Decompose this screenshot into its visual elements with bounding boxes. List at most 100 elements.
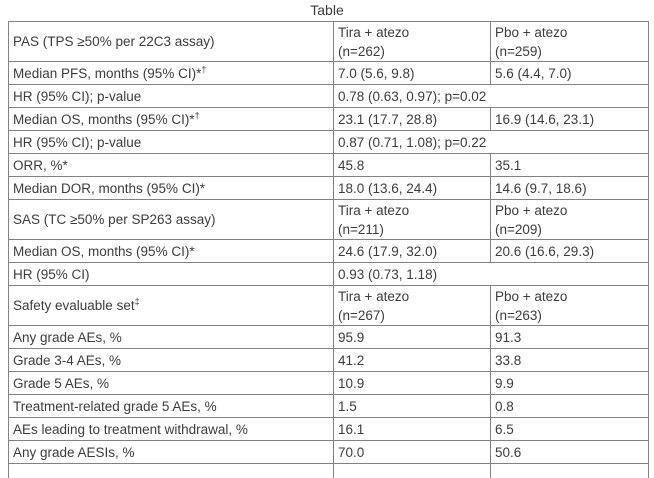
- section-label: Safety evaluable set: [13, 298, 135, 313]
- row-label-cell: [8, 463, 334, 478]
- section-header-cell: SAS (TC ≥50% per SP263 assay): [8, 199, 334, 240]
- row-label-cell: Grade 3-4 AEs, %: [8, 348, 334, 372]
- table-row: Grade 3-4 AEs, % 41.2 33.8: [8, 348, 649, 372]
- arm-name: Pbo + atezo: [495, 288, 568, 304]
- value-cell: 16.1: [333, 417, 491, 441]
- table-row: ORR, %* 45.8 35.1: [8, 153, 649, 177]
- value-cell: 16.9 (14.6, 23.1): [490, 107, 649, 131]
- section-label: PAS (TPS ≥50% per 22C3 assay): [13, 34, 215, 49]
- value-cell: 7.0 (5.6, 9.8): [333, 61, 491, 85]
- value-cell: 9.9: [490, 371, 649, 395]
- page-title: Table: [310, 2, 344, 18]
- table-row: SAS (TC ≥50% per SP263 assay) Tira + ate…: [8, 199, 649, 240]
- value-cell: 45.8: [333, 153, 491, 177]
- arm-n: (n=209): [495, 221, 542, 237]
- arm-name: Pbo + atezo: [495, 24, 568, 40]
- value-cell: 5.6 (4.4, 7.0): [490, 61, 649, 85]
- row-label-cell: Any grade AEs, %: [8, 325, 334, 349]
- row-label-cell: Grade 5 AEs, %: [8, 371, 334, 395]
- row-label-sup: †: [194, 110, 200, 120]
- arm-n: (n=262): [338, 43, 385, 59]
- value-cell-spanned: 0.78 (0.63, 0.97); p=0.02: [333, 84, 649, 108]
- row-label-cell: HR (95% CI); p-value: [8, 84, 334, 108]
- row-label-cell: Median PFS, months (95% CI)*†: [8, 61, 334, 85]
- row-label: HR (95% CI); p-value: [13, 88, 142, 104]
- arm-header-cell: Pbo + atezo (n=209): [490, 199, 649, 240]
- value-cell: 24.6 (17.9, 32.0): [333, 239, 491, 263]
- value-cell: 91.3: [490, 325, 649, 349]
- table-row: Any grade AESIs, % 70.0 50.6: [8, 440, 649, 464]
- value-cell: 20.6 (16.6, 29.3): [490, 239, 649, 263]
- row-label: Grade 5 AEs, %: [13, 375, 110, 391]
- results-table: PAS (TPS ≥50% per 22C3 assay) Tira + ate…: [8, 21, 649, 478]
- value-cell: 10.9: [333, 371, 491, 395]
- arm-header-cell: Tira + atezo (n=262): [333, 21, 491, 62]
- row-label: HR (95% CI): [13, 266, 90, 282]
- row-label: Median OS, months (95% CI)*: [13, 111, 195, 127]
- table-row: Safety evaluable set‡ Tira + atezo (n=267…: [8, 285, 649, 326]
- arm-header-cell: Pbo + atezo (n=259): [490, 21, 649, 62]
- value-cell: 14.6 (9.7, 18.6): [490, 176, 649, 200]
- value-cell: [333, 463, 491, 478]
- arm-n: (n=267): [338, 307, 385, 323]
- row-label-cell: Median DOR, months (95% CI)*: [8, 176, 334, 200]
- value-cell-spanned: 0.93 (0.73, 1.18): [333, 262, 649, 286]
- value-cell: 70.0: [333, 440, 491, 464]
- value-cell: 23.1 (17.7, 28.8): [333, 107, 491, 131]
- value-cell: 35.1: [490, 153, 649, 177]
- table-row-clipped: [8, 463, 649, 478]
- arm-name: Pbo + atezo: [495, 202, 568, 218]
- row-label: Median PFS, months (95% CI)*: [13, 65, 202, 81]
- section-header-cell: Safety evaluable set‡: [8, 285, 334, 326]
- arm-header-cell: Pbo + atezo (n=263): [490, 285, 649, 326]
- table-row: Treatment-related grade 5 AEs, % 1.5 0.8: [8, 394, 649, 418]
- arm-name: Tira + atezo: [338, 288, 410, 304]
- arm-header-cell: Tira + atezo (n=211): [333, 199, 491, 240]
- table-row: Median OS, months (95% CI)*† 23.1 (17.7,…: [8, 107, 649, 131]
- table-row: Median DOR, months (95% CI)* 18.0 (13.6,…: [8, 176, 649, 200]
- row-label: Any grade AEs, %: [13, 329, 122, 345]
- value-cell-spanned: 0.87 (0.71, 1.08); p=0.22: [333, 130, 649, 154]
- value-cell: 95.9: [333, 325, 491, 349]
- section-header-cell: PAS (TPS ≥50% per 22C3 assay): [8, 21, 334, 62]
- row-label-cell: HR (95% CI): [8, 262, 334, 286]
- table-row: HR (95% CI) 0.93 (0.73, 1.18): [8, 262, 649, 286]
- value-cell: 0.8: [490, 394, 649, 418]
- table-row: Median OS, months (95% CI)* 24.6 (17.9, …: [8, 239, 649, 263]
- value-cell: 18.0 (13.6, 24.4): [333, 176, 491, 200]
- value-cell: 1.5: [333, 394, 491, 418]
- table-row: Grade 5 AEs, % 10.9 9.9: [8, 371, 649, 395]
- row-label: Grade 3-4 AEs, %: [13, 352, 122, 368]
- row-label-cell: Median OS, months (95% CI)*†: [8, 107, 334, 131]
- arm-name: Tira + atezo: [338, 24, 410, 40]
- row-label: Any grade AESIs, %: [13, 444, 135, 460]
- table-row: HR (95% CI); p-value 0.78 (0.63, 0.97); …: [8, 84, 649, 108]
- value-cell: 6.5: [490, 417, 649, 441]
- value-cell: 33.8: [490, 348, 649, 372]
- row-label-cell: AEs leading to treatment withdrawal, %: [8, 417, 334, 441]
- row-label: AEs leading to treatment withdrawal, %: [13, 421, 248, 437]
- arm-n: (n=211): [338, 221, 384, 237]
- value-cell: 41.2: [333, 348, 491, 372]
- table-row: AEs leading to treatment withdrawal, % 1…: [8, 417, 649, 441]
- arm-name: Tira + atezo: [338, 202, 410, 218]
- row-label-cell: Median OS, months (95% CI)*: [8, 239, 334, 263]
- row-label-cell: Any grade AESIs, %: [8, 440, 334, 464]
- row-label-cell: HR (95% CI); p-value: [8, 130, 334, 154]
- section-label: SAS (TC ≥50% per SP263 assay): [13, 212, 216, 227]
- table-row: Any grade AEs, % 95.9 91.3: [8, 325, 649, 349]
- row-label-cell: ORR, %*: [8, 153, 334, 177]
- row-label: Median OS, months (95% CI)*: [13, 243, 195, 259]
- table-row: Median PFS, months (95% CI)*† 7.0 (5.6, …: [8, 61, 649, 85]
- row-label: Median DOR, months (95% CI)*: [13, 180, 206, 196]
- row-label-sup: †: [201, 64, 207, 74]
- table-row: PAS (TPS ≥50% per 22C3 assay) Tira + ate…: [8, 21, 649, 62]
- arm-header-cell: Tira + atezo (n=267): [333, 285, 491, 326]
- row-label: ORR, %*: [13, 157, 68, 173]
- row-label-cell: Treatment-related grade 5 AEs, %: [8, 394, 334, 418]
- row-label: HR (95% CI); p-value: [13, 134, 142, 150]
- table-row: HR (95% CI); p-value 0.87 (0.71, 1.08); …: [8, 130, 649, 154]
- arm-n: (n=259): [495, 43, 542, 59]
- arm-n: (n=263): [495, 307, 542, 323]
- value-cell: 50.6: [490, 440, 649, 464]
